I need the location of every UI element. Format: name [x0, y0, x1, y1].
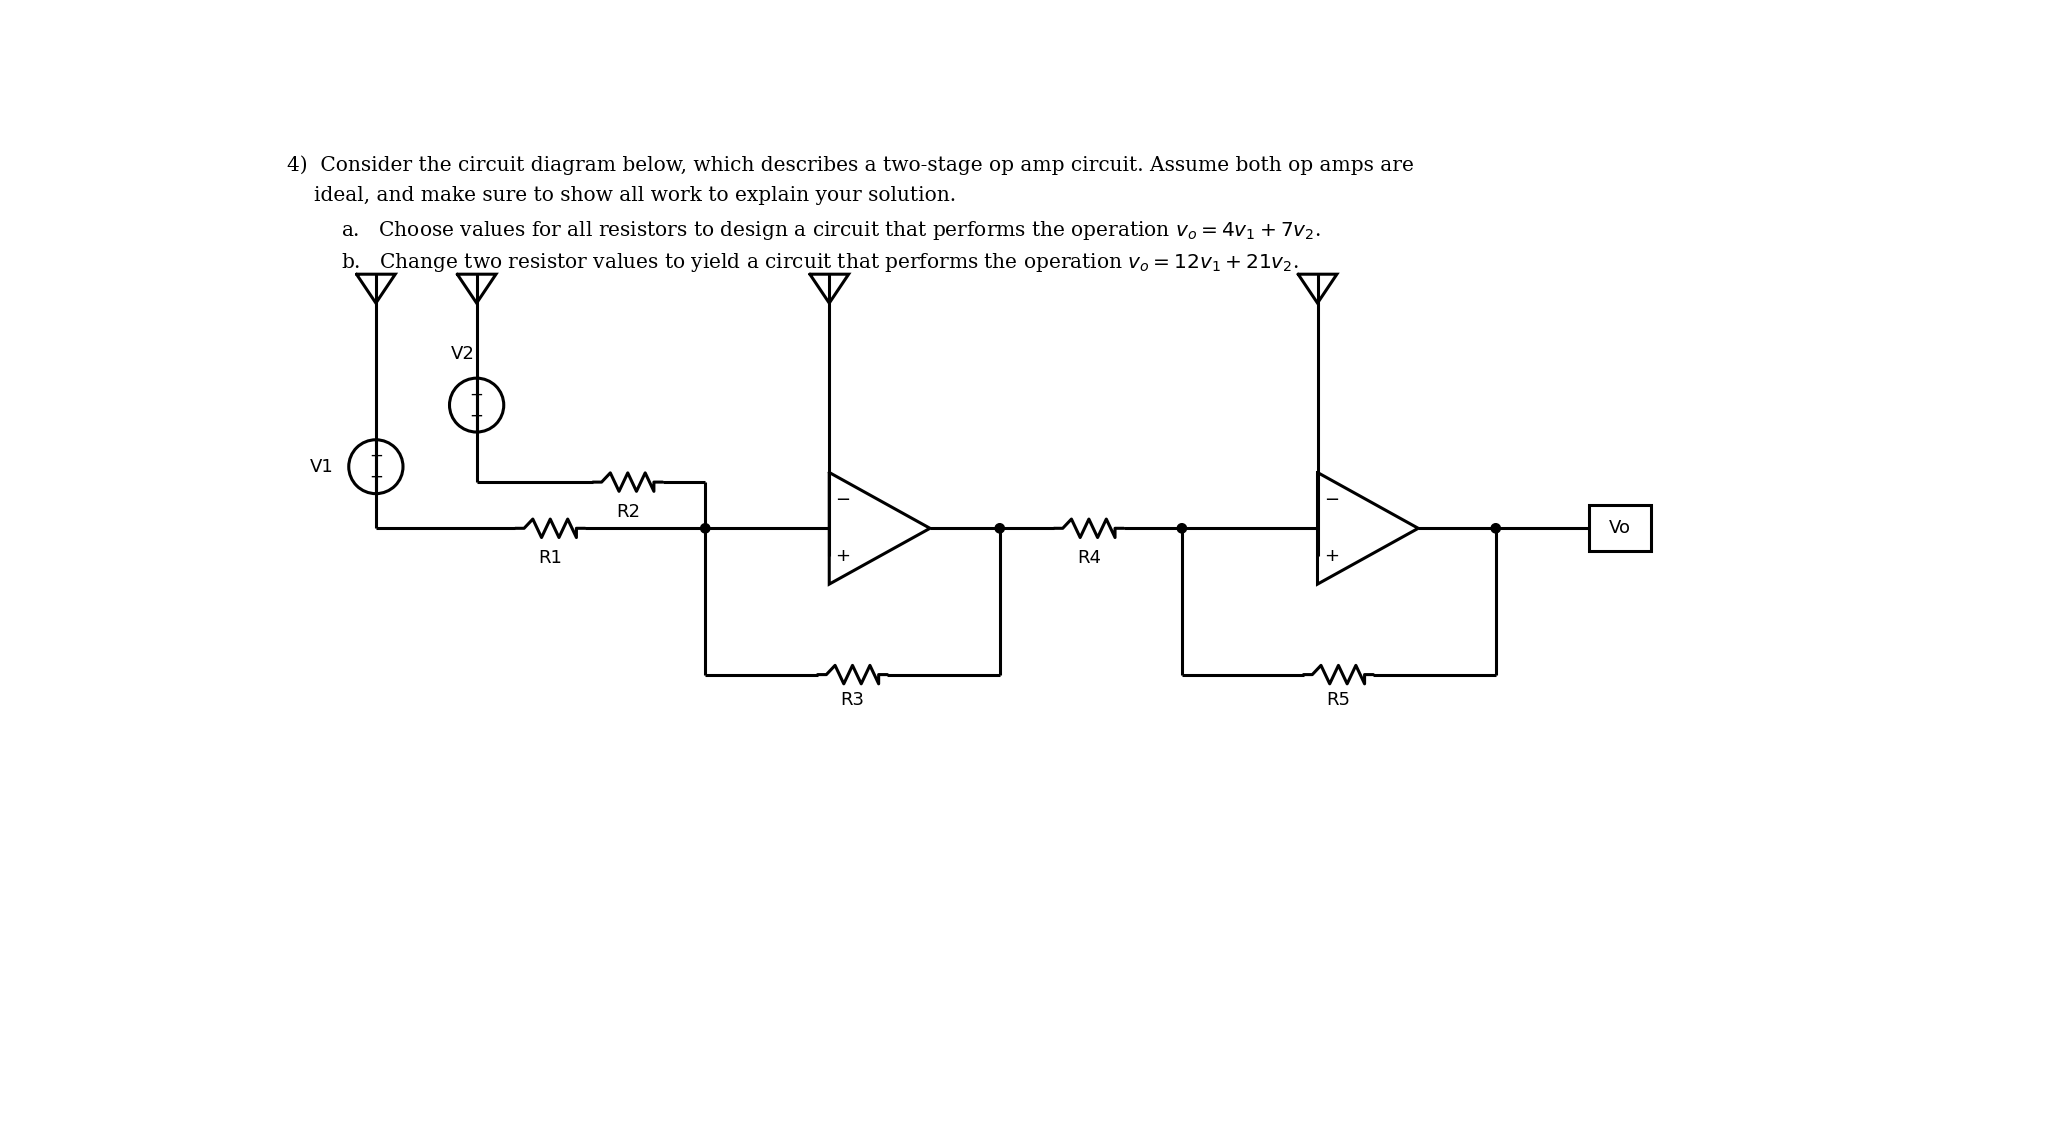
Text: R2: R2 [616, 503, 640, 521]
Text: R1: R1 [538, 549, 563, 567]
Circle shape [994, 523, 1005, 533]
Text: R5: R5 [1326, 692, 1350, 710]
Text: V2: V2 [450, 345, 475, 363]
Text: −: − [368, 468, 383, 486]
Text: +: + [471, 385, 483, 403]
Text: 4)  Consider the circuit diagram below, which describes a two-stage op amp circu: 4) Consider the circuit diagram below, w… [286, 155, 1414, 174]
Text: R4: R4 [1076, 549, 1101, 567]
Circle shape [700, 523, 710, 533]
Text: −: − [835, 492, 851, 510]
FancyBboxPatch shape [1590, 505, 1651, 551]
Text: −: − [1324, 492, 1338, 510]
Circle shape [1176, 523, 1187, 533]
Text: V1: V1 [309, 458, 333, 476]
Text: b.   Change two resistor values to yield a circuit that performs the operation $: b. Change two resistor values to yield a… [342, 251, 1299, 275]
Text: +: + [835, 547, 851, 565]
Text: Vo: Vo [1608, 520, 1631, 537]
Circle shape [1492, 523, 1500, 533]
Text: R3: R3 [841, 692, 865, 710]
Text: ideal, and make sure to show all work to explain your solution.: ideal, and make sure to show all work to… [313, 185, 955, 205]
Text: +: + [368, 447, 383, 466]
Text: a.   Choose values for all resistors to design a circuit that performs the opera: a. Choose values for all resistors to de… [342, 219, 1322, 242]
Text: +: + [1324, 547, 1338, 565]
Text: −: − [471, 407, 483, 425]
